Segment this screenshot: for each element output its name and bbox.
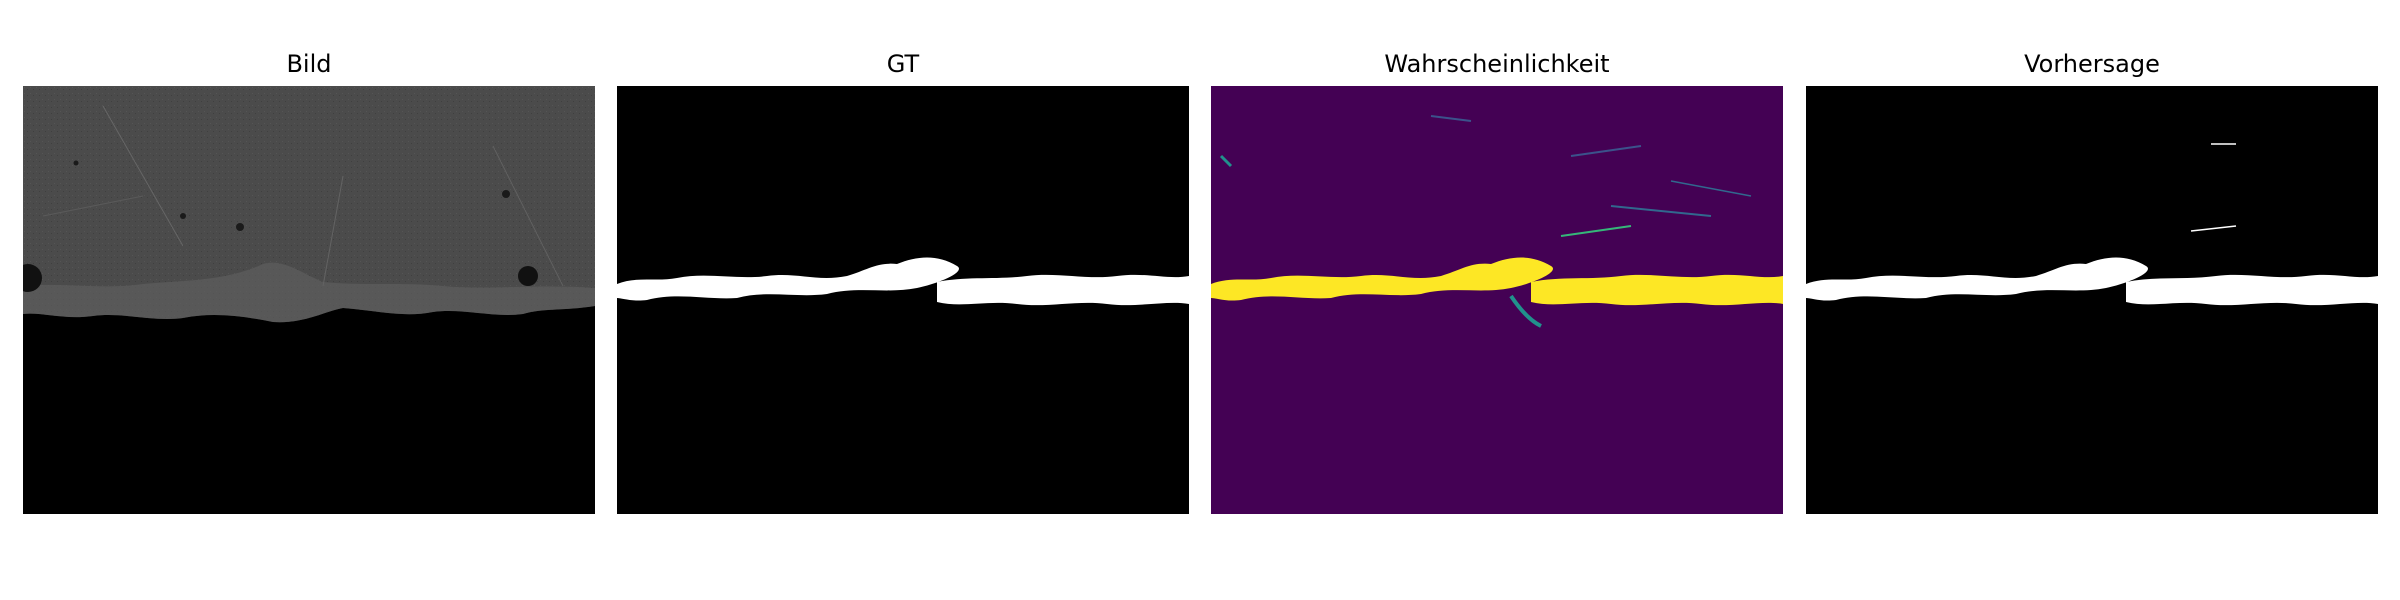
panel-title: GT (886, 50, 920, 78)
ground-truth-mask (617, 86, 1189, 514)
panel-title: Vorhersage (2024, 50, 2160, 78)
panel-wahrscheinlichkeit: Wahrscheinlichkeit (1211, 0, 1783, 600)
input-image (23, 86, 595, 514)
probability-map (1211, 86, 1783, 514)
panel-title: Bild (286, 50, 332, 78)
panel-gt: GT (617, 0, 1189, 600)
panel-bild: Bild (23, 0, 595, 600)
panel-title: Wahrscheinlichkeit (1384, 50, 1610, 78)
prediction-mask (1806, 86, 2378, 514)
panel-vorhersage: Vorhersage (1806, 0, 2378, 600)
